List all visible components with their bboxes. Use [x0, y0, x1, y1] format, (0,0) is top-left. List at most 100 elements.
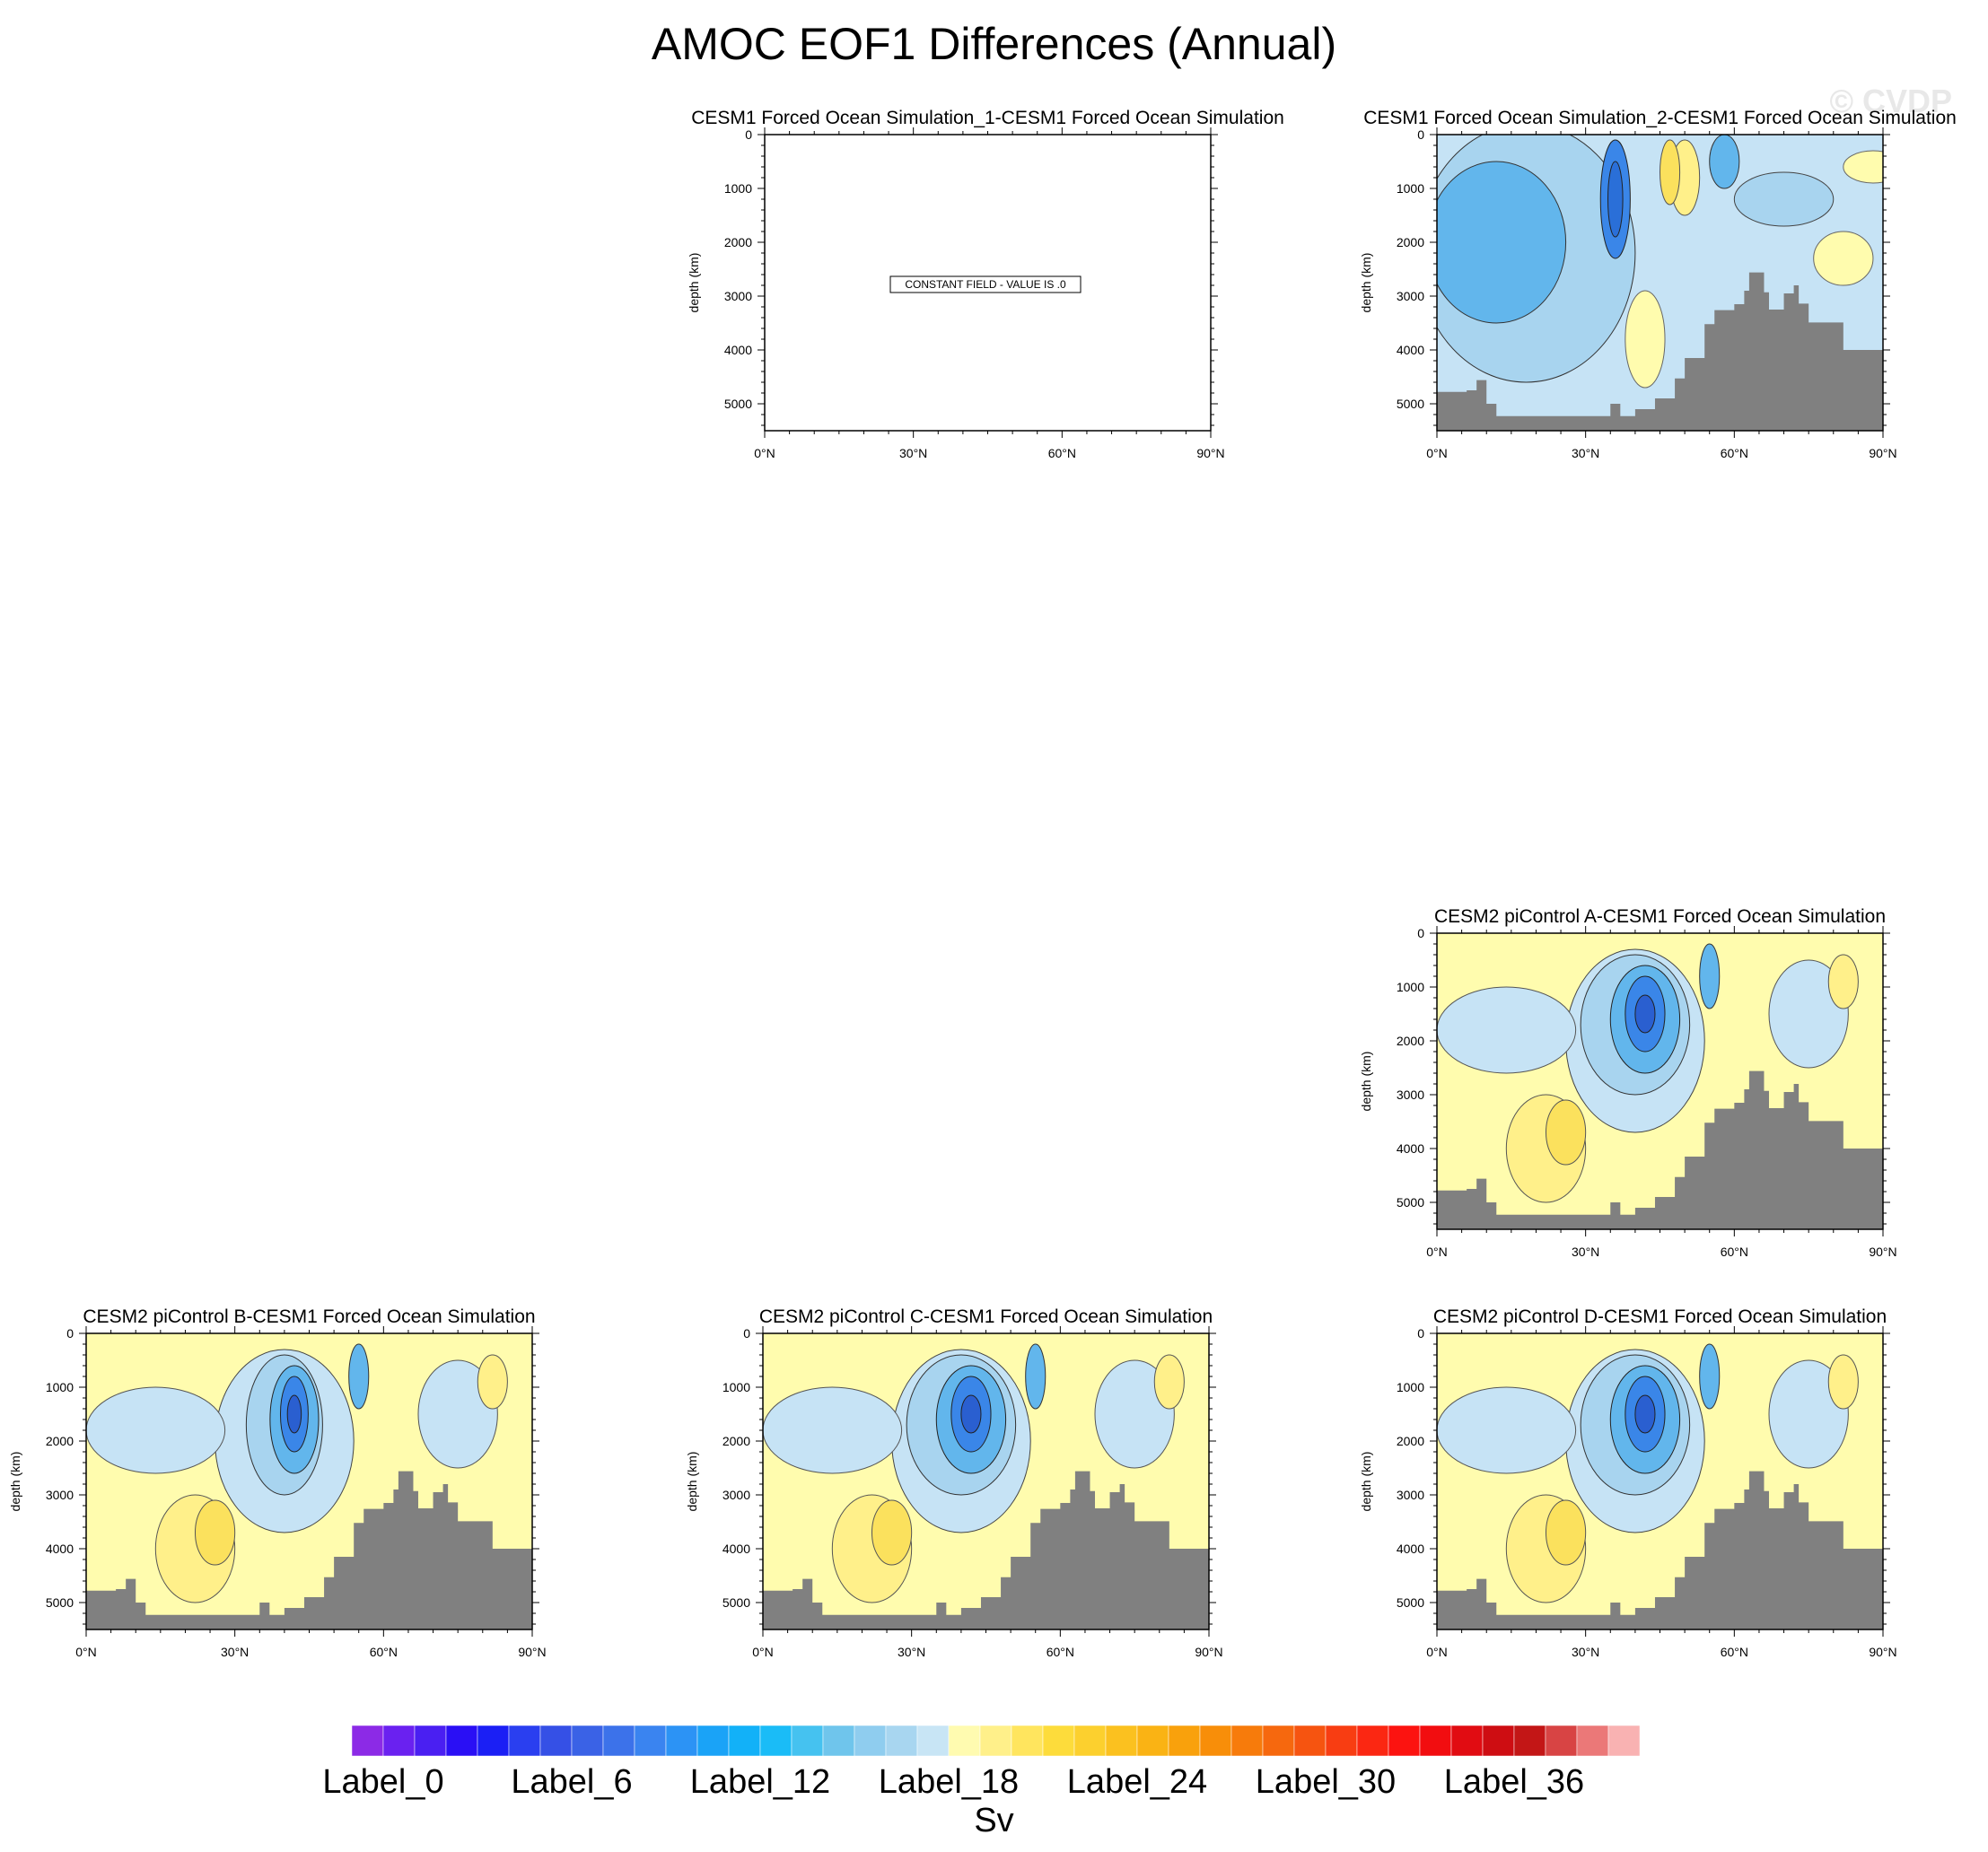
y-tick-label: 0 [745, 127, 752, 142]
colorbar-swatch [1136, 1725, 1169, 1757]
colorbar-swatch [1482, 1725, 1515, 1757]
anomaly-region [871, 1499, 913, 1566]
colorbar-swatch [351, 1725, 384, 1757]
colorbar-swatch [1607, 1725, 1641, 1757]
anomaly-region [1709, 135, 1740, 189]
anomaly-region [1153, 1354, 1185, 1410]
panel-cesm2-picontrol-d-diff: CESM2 piControl D-CESM1 Forced Ocean Sim… [1359, 1306, 1897, 1659]
y-axis-label: depth (km) [685, 1452, 699, 1512]
x-tick-label: 30°N [1572, 446, 1599, 460]
panel-title: CESM2 piControl C-CESM1 Forced Ocean Sim… [759, 1306, 1213, 1327]
y-tick-label: 3000 [1397, 289, 1424, 303]
colorbar-swatch [1356, 1725, 1389, 1757]
y-tick-label: 2000 [724, 235, 752, 249]
colorbar-swatch [634, 1725, 667, 1757]
anomaly-region [763, 1386, 903, 1474]
x-tick-label: 30°N [898, 1645, 925, 1659]
y-axis-label: depth (km) [1359, 1452, 1373, 1512]
colorbar-swatch [382, 1725, 416, 1757]
colorbar-swatch [1513, 1725, 1546, 1757]
colorbar-swatch [1419, 1725, 1452, 1757]
colorbar-swatch [979, 1725, 1012, 1757]
anomaly-region [86, 1386, 226, 1474]
x-tick-label: 30°N [899, 446, 927, 460]
colorbar-swatch [1545, 1725, 1578, 1757]
colorbar-swatch [948, 1725, 981, 1757]
anomaly-region [1827, 1354, 1859, 1410]
y-axis-label: depth (km) [687, 253, 701, 313]
anomaly-core [1634, 994, 1656, 1034]
panel-cesm1-sim1-diff: CESM1 Forced Ocean Simulation_1-CESM1 Fo… [687, 108, 1284, 460]
anomaly-region [1545, 1099, 1587, 1166]
x-tick-label: 30°N [1572, 1245, 1599, 1259]
plot-area [1437, 135, 1883, 431]
anomaly-core [1607, 161, 1624, 238]
colorbar-units: Sv [974, 1802, 1014, 1839]
colorbar-swatch [791, 1725, 824, 1757]
y-tick-label: 0 [66, 1326, 74, 1341]
y-tick-label: 3000 [46, 1488, 74, 1502]
x-tick-label: 90°N [518, 1645, 546, 1659]
y-tick-label: 1000 [1397, 1380, 1424, 1394]
y-tick-label: 3000 [1397, 1488, 1424, 1502]
y-tick-label: 4000 [723, 1542, 750, 1556]
y-tick-label: 5000 [1397, 1195, 1424, 1210]
land-mask [1437, 272, 1883, 431]
y-tick-label: 5000 [1397, 1595, 1424, 1610]
anomaly-region [348, 1343, 370, 1410]
colorbar-swatch [916, 1725, 950, 1757]
y-tick-label: 2000 [1397, 1434, 1424, 1448]
colorbar-swatch [1293, 1725, 1327, 1757]
y-tick-label: 2000 [46, 1434, 74, 1448]
x-tick-label: 30°N [1572, 1645, 1599, 1659]
y-tick-label: 3000 [723, 1488, 750, 1502]
colorbar-swatch [571, 1725, 604, 1757]
plot-area [86, 1333, 532, 1629]
x-tick-label: 60°N [370, 1645, 398, 1659]
panel-cesm2-picontrol-b-diff: CESM2 piControl B-CESM1 Forced Ocean Sim… [8, 1306, 547, 1659]
colorbar-swatch [822, 1725, 855, 1757]
y-tick-label: 4000 [1397, 1542, 1424, 1556]
anomaly-region [1025, 1343, 1047, 1410]
colorbar-label: Label_12 [690, 1763, 830, 1801]
colorbar-swatch [1042, 1725, 1075, 1757]
colorbar-swatch [414, 1725, 447, 1757]
y-axis-label: depth (km) [1359, 253, 1373, 313]
x-tick-label: 60°N [1047, 1645, 1074, 1659]
colorbar-swatch [1262, 1725, 1295, 1757]
panel-cesm1-sim2-diff: CESM1 Forced Ocean Simulation_2-CESM1 Fo… [1359, 108, 1957, 460]
x-tick-label: 0°N [1426, 446, 1448, 460]
anomaly-region [1437, 986, 1577, 1074]
anomaly-region [1437, 1386, 1577, 1474]
colorbar-label: Label_0 [322, 1763, 443, 1801]
colorbar-swatch [665, 1725, 698, 1757]
colorbar-swatch [1199, 1725, 1232, 1757]
colorbar-swatch [1388, 1725, 1421, 1757]
panel-title: CESM1 Forced Ocean Simulation_1-CESM1 Fo… [691, 108, 1284, 128]
y-tick-label: 5000 [724, 397, 752, 411]
plot-area [1437, 933, 1883, 1229]
x-tick-label: 90°N [1196, 446, 1224, 460]
watermark: © CVDP [1829, 83, 1952, 119]
x-tick-label: 60°N [1721, 1245, 1748, 1259]
anomaly-region [1699, 943, 1721, 1009]
colorbar-swatch [1450, 1725, 1484, 1757]
panel-title: CESM2 piControl A-CESM1 Forced Ocean Sim… [1434, 906, 1886, 927]
colorbar-label: Label_18 [879, 1763, 1019, 1801]
colorbar-swatch [1576, 1725, 1609, 1757]
anomaly-region [1699, 1343, 1721, 1410]
y-axis-label: depth (km) [8, 1452, 22, 1512]
page-title: AMOC EOF1 Differences (Annual) [651, 19, 1337, 69]
anomaly-region [1843, 150, 1883, 184]
x-tick-label: 0°N [1426, 1645, 1448, 1659]
y-tick-label: 4000 [46, 1542, 74, 1556]
y-tick-label: 0 [1417, 926, 1424, 940]
panel-title: CESM1 Forced Ocean Simulation_2-CESM1 Fo… [1363, 108, 1957, 128]
anomaly-region [1437, 161, 1567, 324]
y-tick-label: 2000 [1397, 1034, 1424, 1048]
anomaly-core [960, 1394, 982, 1434]
colorbar-swatch [1325, 1725, 1358, 1757]
x-tick-label: 60°N [1721, 446, 1748, 460]
land-mask [1437, 1070, 1883, 1229]
anomaly-core [286, 1394, 302, 1434]
